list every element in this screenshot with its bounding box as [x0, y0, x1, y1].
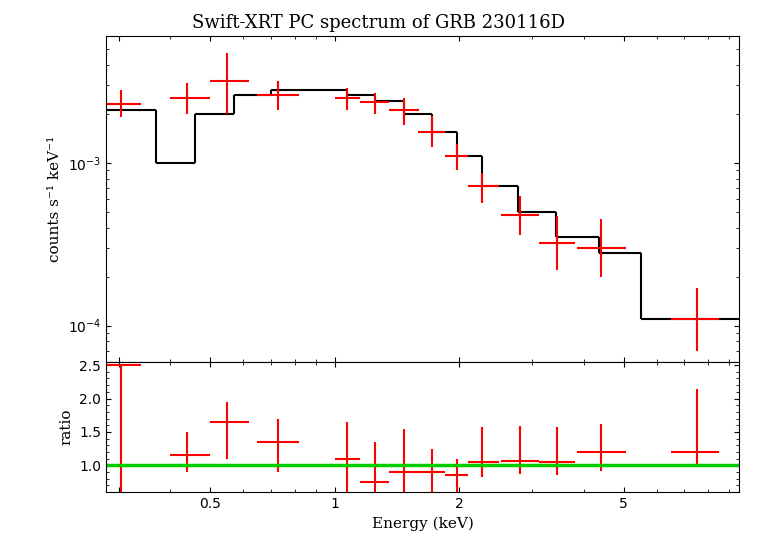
Y-axis label: counts s⁻¹ keV⁻¹: counts s⁻¹ keV⁻¹	[49, 136, 62, 262]
Text: Swift-XRT PC spectrum of GRB 230116D: Swift-XRT PC spectrum of GRB 230116D	[193, 14, 565, 32]
Y-axis label: ratio: ratio	[60, 409, 74, 445]
X-axis label: Energy (keV): Energy (keV)	[371, 517, 474, 531]
